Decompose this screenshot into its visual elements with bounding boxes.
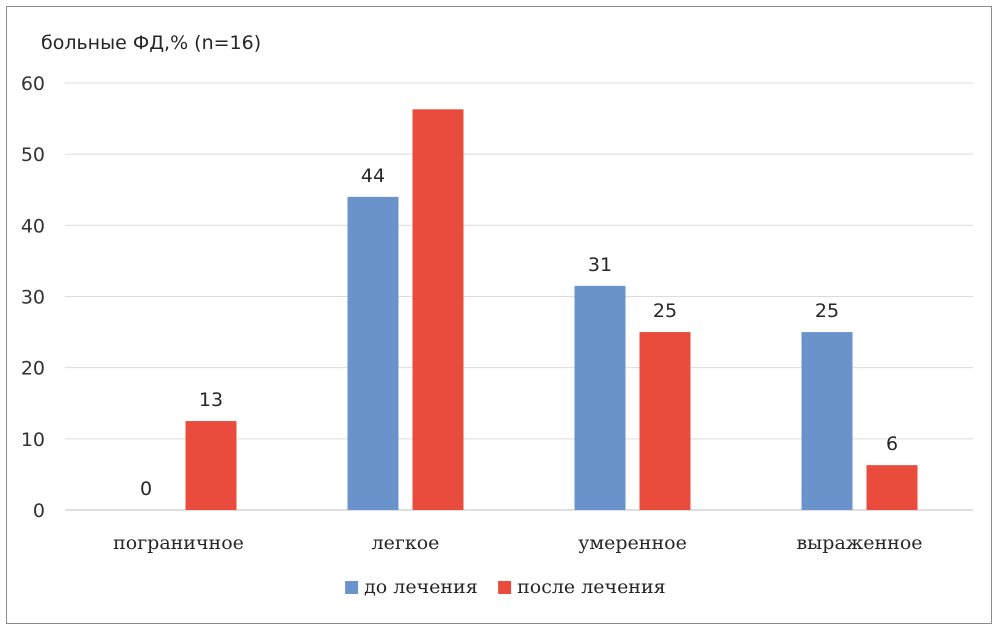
data-label: 25 (653, 300, 677, 322)
category-label: выраженное (796, 532, 922, 554)
x-axis-categories: пограничное легкое умеренное выраженное (113, 532, 922, 554)
bar-chart: больные ФД,% (n=16) 0 10 20 30 40 50 60 0 13 44 3… (21, 32, 973, 598)
chart-title: больные ФД,% (n=16) (41, 32, 261, 54)
bar-before-3 (574, 285, 626, 510)
data-label: 25 (815, 300, 839, 322)
category-label: пограничное (113, 532, 244, 554)
data-label: 13 (199, 389, 223, 411)
category-label: легкое (372, 532, 440, 554)
y-tick-label: 20 (21, 358, 45, 380)
y-tick-label: 30 (21, 287, 45, 309)
bars (185, 109, 918, 510)
y-tick-label: 40 (21, 215, 45, 237)
chart-frame: больные ФД,% (n=16) 0 10 20 30 40 50 60 0 13 44 3… (6, 6, 992, 624)
data-label: 44 (361, 165, 385, 187)
y-tick-label: 10 (21, 429, 45, 451)
y-tick-label: 50 (21, 144, 45, 166)
legend-label-1: до лечения (364, 576, 478, 598)
bar-before-4 (801, 332, 853, 510)
y-tick-label: 60 (21, 73, 45, 95)
bar-after-2 (412, 109, 464, 510)
y-tick-label: 0 (33, 500, 45, 522)
bar-before-2 (347, 196, 399, 510)
data-labels: 0 13 44 31 25 25 6 (140, 165, 898, 500)
bar-after-1 (185, 421, 237, 510)
bar-after-4 (866, 465, 918, 510)
category-label: умеренное (578, 532, 687, 554)
data-label: 0 (140, 478, 152, 500)
y-axis-ticks: 0 10 20 30 40 50 60 (21, 73, 45, 522)
legend-label-2: после лечения (517, 576, 666, 598)
data-label: 6 (886, 433, 898, 455)
data-label: 31 (588, 254, 612, 276)
legend-swatch-2 (498, 581, 512, 594)
bar-after-3 (639, 332, 691, 510)
legend-swatch-1 (345, 581, 359, 594)
legend: до лечения после лечения (345, 576, 666, 598)
